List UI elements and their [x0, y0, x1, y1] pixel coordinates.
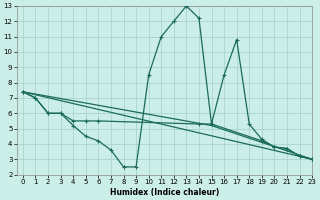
X-axis label: Humidex (Indice chaleur): Humidex (Indice chaleur) — [110, 188, 219, 197]
